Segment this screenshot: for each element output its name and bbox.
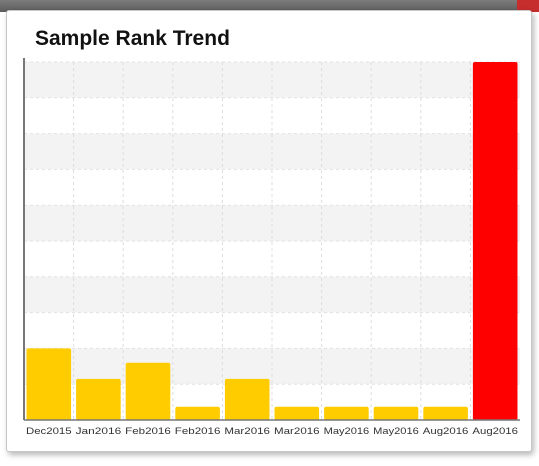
bar-8 bbox=[423, 406, 468, 420]
bar-2 bbox=[125, 362, 171, 420]
x-tick-label: Aug2016 bbox=[423, 426, 469, 437]
grid-band bbox=[24, 169, 520, 206]
grid-band bbox=[24, 348, 520, 385]
window-top-bar bbox=[0, 0, 539, 12]
x-tick-label: Dec2015 bbox=[26, 426, 72, 437]
x-tick-label: Feb2016 bbox=[125, 426, 171, 437]
x-tick-label: May2016 bbox=[324, 426, 370, 437]
x-tick-label: May2016 bbox=[373, 426, 419, 437]
x-tick-label: Jan2016 bbox=[76, 426, 122, 437]
window-top-accent bbox=[517, 0, 539, 12]
bar-4 bbox=[224, 378, 270, 420]
bar-9 bbox=[472, 62, 518, 420]
bar-0 bbox=[26, 348, 72, 420]
x-tick-label: Aug2016 bbox=[472, 426, 518, 437]
x-tick-label: Feb2016 bbox=[175, 426, 221, 437]
bar-1 bbox=[76, 378, 121, 420]
grid-band bbox=[24, 62, 520, 98]
bar-5 bbox=[274, 406, 320, 420]
bar-6 bbox=[324, 406, 369, 420]
grid-band bbox=[24, 205, 520, 241]
grid-band bbox=[24, 312, 520, 349]
chart-title: Sample Rank Trend bbox=[35, 27, 230, 50]
grid-band bbox=[24, 133, 520, 170]
bar-3 bbox=[175, 406, 220, 420]
grid-band bbox=[24, 276, 520, 313]
grid-band bbox=[24, 241, 520, 277]
x-tick-label: Mar2016 bbox=[274, 426, 320, 437]
grid-band bbox=[24, 97, 520, 134]
bar-7 bbox=[373, 406, 419, 420]
x-tick-label: Mar2016 bbox=[224, 426, 270, 437]
